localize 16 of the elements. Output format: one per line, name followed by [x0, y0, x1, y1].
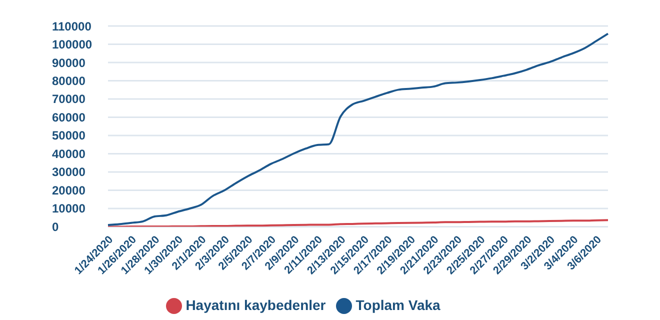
y-tick-label: 40000	[52, 146, 86, 161]
y-tick-label: 110000	[52, 19, 92, 34]
y-tick-label: 50000	[52, 128, 86, 143]
y-tick-label: 60000	[52, 110, 86, 124]
line-series	[107, 32, 609, 226]
y-tick-label: 70000	[52, 92, 86, 106]
y-tick-label: 20000	[52, 183, 86, 198]
legend-label: Hayatını kaybedenler	[186, 296, 326, 313]
y-tick-label: 0	[52, 220, 59, 234]
y-tick-label: 80000	[52, 74, 86, 88]
line-series	[107, 219, 609, 227]
y-tick-label: 100000	[52, 38, 92, 52]
y-tick-label: 10000	[52, 202, 86, 216]
y-tick-label: 90000	[52, 56, 86, 70]
legend-label: Toplam Vaka	[356, 296, 440, 313]
y-tick-label: 30000	[52, 165, 86, 180]
